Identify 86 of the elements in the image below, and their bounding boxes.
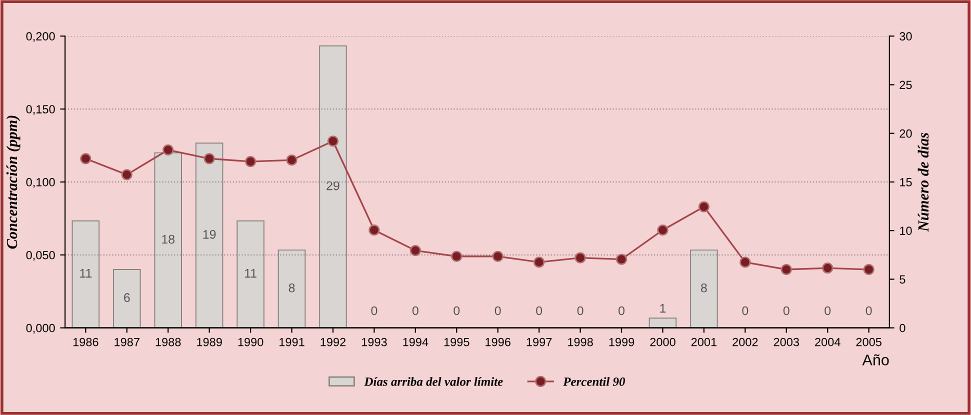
bar — [72, 220, 100, 328]
x-tick-label: 1995 — [444, 338, 470, 346]
y-tick-label: 0,050 — [26, 250, 55, 261]
x-tick-label: 1997 — [526, 338, 552, 346]
data-label: 8 — [701, 283, 707, 292]
x-tick-label: 1987 — [114, 338, 140, 346]
data-label: 0 — [454, 306, 460, 316]
data-label: 0 — [536, 306, 542, 316]
point — [616, 254, 628, 265]
point — [286, 154, 298, 166]
y2-tick-label: 25 — [900, 80, 912, 90]
x-tick-label: 1993 — [362, 338, 387, 346]
bar — [195, 142, 224, 328]
x-tick-label: 1991 — [280, 338, 304, 346]
data-label: 8 — [288, 283, 295, 292]
x-tick-label: 1986 — [73, 338, 98, 346]
legend-label: Percentil 90 — [563, 377, 626, 386]
data-label: 1 — [660, 304, 666, 313]
y-tick-label: 0,150 — [26, 105, 55, 115]
y-axis-title: Concentración (ppm) — [6, 116, 20, 249]
data-label: 0 — [371, 306, 378, 316]
x-tick-label: 1998 — [568, 338, 593, 346]
y-tick-label: 0,100 — [26, 178, 55, 188]
y2-axis-title: Número de días — [918, 132, 929, 232]
data-label: 0 — [577, 306, 584, 316]
x-tick-label: 1992 — [320, 338, 346, 346]
bar — [690, 250, 718, 328]
x-tick-label: 2003 — [774, 338, 799, 346]
point — [534, 256, 545, 268]
data-label: 0 — [824, 306, 831, 316]
x-tick-label: 1994 — [403, 338, 428, 346]
data-label: 0 — [494, 306, 501, 316]
data-label: 0 — [412, 306, 418, 316]
y2-tick-label: 15 — [900, 178, 912, 186]
point — [657, 224, 668, 236]
x-tick-label: 1990 — [238, 338, 264, 346]
x-tick-label: 2004 — [815, 338, 840, 346]
point — [492, 250, 504, 262]
data-label: 29 — [326, 181, 340, 190]
bar — [236, 220, 264, 328]
point — [244, 156, 256, 168]
point — [574, 252, 586, 264]
data-label: 19 — [203, 230, 216, 239]
point — [80, 153, 92, 164]
point — [863, 264, 874, 276]
bar — [648, 318, 677, 328]
y-tick-label: 0,200 — [26, 32, 55, 42]
legend-label: Días arriba del valor límite — [364, 377, 503, 386]
point — [698, 201, 710, 212]
data-label: 18 — [162, 234, 175, 244]
data-label: 0 — [618, 306, 624, 316]
data-label: 6 — [124, 293, 130, 302]
y2-tick-label: 10 — [900, 226, 912, 235]
point — [451, 250, 462, 262]
point — [780, 264, 792, 276]
x-tick-label: 1996 — [486, 338, 510, 346]
bar — [113, 269, 141, 328]
point — [740, 256, 751, 268]
point — [822, 262, 834, 274]
point — [410, 244, 421, 256]
data-label: 0 — [866, 306, 872, 316]
x-tick-label: 2001 — [691, 338, 717, 346]
y-tick-label: 0,000 — [26, 324, 55, 334]
data-label: 0 — [742, 306, 748, 316]
x-tick-label: 1989 — [197, 338, 222, 346]
y2-tick-label: 5 — [900, 275, 906, 284]
point — [204, 153, 215, 164]
data-label: 11 — [80, 268, 92, 278]
y2-tick-label: 0 — [900, 324, 906, 332]
x-axis-title: Año — [862, 354, 889, 366]
bar — [154, 152, 182, 328]
y2-tick-label: 20 — [900, 129, 912, 138]
x-tick-label: 2000 — [650, 338, 676, 346]
y2-tick-label: 30 — [900, 32, 912, 40]
x-tick-label: 1988 — [156, 338, 181, 346]
point — [162, 144, 174, 156]
point — [368, 224, 380, 236]
point — [121, 169, 132, 180]
data-label: 11 — [245, 268, 256, 278]
data-label: 0 — [783, 306, 790, 316]
x-tick-label: 2005 — [856, 338, 882, 346]
bar — [319, 45, 347, 328]
x-tick-label: 2002 — [732, 338, 758, 346]
bar — [278, 250, 306, 328]
point — [327, 136, 339, 147]
x-tick-label: 1999 — [609, 338, 634, 346]
